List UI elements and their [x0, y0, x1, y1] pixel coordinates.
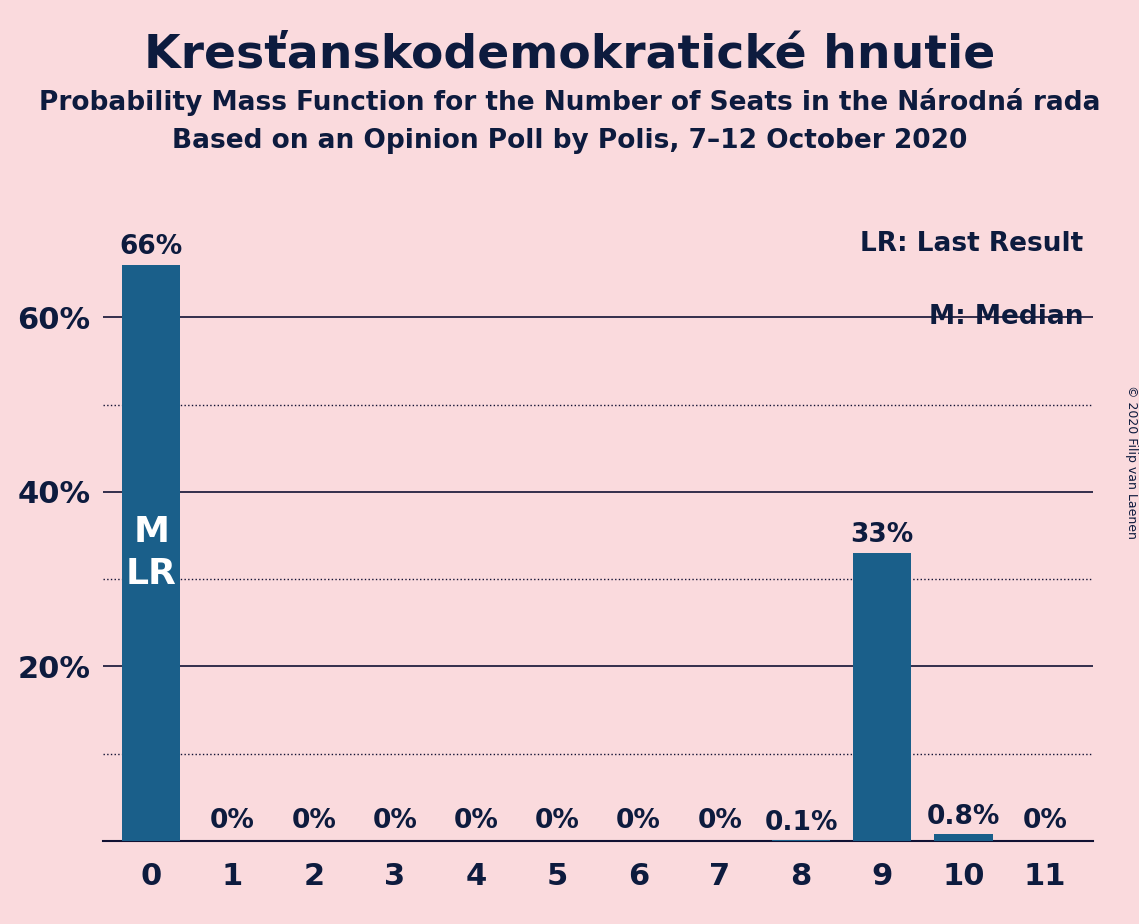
Text: 0%: 0%: [453, 808, 499, 833]
Text: M
LR: M LR: [125, 515, 177, 591]
Text: LR: Last Result: LR: Last Result: [860, 231, 1083, 258]
Text: 0.1%: 0.1%: [764, 810, 838, 836]
Bar: [122, 265, 180, 841]
Text: © 2020 Filip van Laenen: © 2020 Filip van Laenen: [1124, 385, 1138, 539]
Text: 0%: 0%: [535, 808, 580, 833]
Text: M: Median: M: Median: [929, 304, 1083, 330]
Text: Kresťanskodemokratické hnutie: Kresťanskodemokratické hnutie: [144, 32, 995, 78]
Bar: [853, 553, 911, 841]
Text: Probability Mass Function for the Number of Seats in the Národná rada: Probability Mass Function for the Number…: [39, 88, 1100, 116]
Text: 0%: 0%: [697, 808, 743, 833]
Text: 33%: 33%: [851, 522, 913, 548]
Text: 0%: 0%: [292, 808, 336, 833]
Text: 0.8%: 0.8%: [927, 805, 1000, 831]
Text: Based on an Opinion Poll by Polis, 7–12 October 2020: Based on an Opinion Poll by Polis, 7–12 …: [172, 128, 967, 153]
Text: 0%: 0%: [372, 808, 417, 833]
Text: 66%: 66%: [120, 234, 183, 260]
Text: 0%: 0%: [616, 808, 661, 833]
Text: 0%: 0%: [210, 808, 255, 833]
Text: 0%: 0%: [1023, 808, 1067, 833]
Bar: [934, 833, 993, 841]
